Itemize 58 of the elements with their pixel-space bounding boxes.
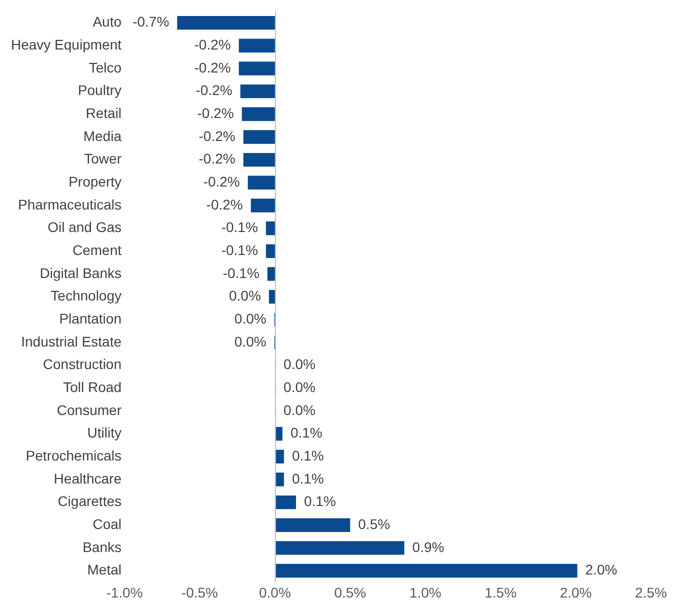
- data-label: 0.1%: [292, 470, 324, 486]
- x-tick-label: 2.0%: [560, 584, 592, 600]
- y-tick-label: Toll Road: [63, 378, 122, 395]
- y-tick-label: Plantation: [59, 310, 122, 326]
- data-label: -0.1%: [221, 242, 258, 258]
- data-label: -0.2%: [197, 105, 234, 122]
- y-tick-label: Metal: [87, 562, 122, 578]
- y-tick-label: Digital Banks: [40, 264, 122, 281]
- y-tick-label: Utility: [87, 424, 122, 441]
- data-label: 0.0%: [284, 402, 316, 418]
- y-tick-label: Banks: [82, 538, 122, 555]
- data-label: 0.1%: [292, 447, 324, 464]
- y-tick-label: Auto: [92, 14, 122, 30]
- y-tick-label: Tower: [84, 150, 122, 167]
- data-label: 0.5%: [358, 516, 390, 532]
- data-label: -0.2%: [203, 174, 240, 190]
- data-label: 0.9%: [412, 538, 444, 555]
- x-tick-label: -0.5%: [181, 584, 218, 600]
- x-tick-label: 1.0%: [409, 584, 442, 600]
- y-tick-label: Industrial Estate: [21, 333, 122, 350]
- y-tick-label: Poultry: [78, 82, 122, 98]
- y-tick-label: Retail: [86, 105, 122, 122]
- y-tick-label: Pharmaceuticals: [18, 196, 122, 212]
- y-tick-label: Oil and Gas: [48, 219, 122, 236]
- y-tick-label: Healthcare: [54, 470, 122, 486]
- x-tick-label: 0.0%: [258, 584, 291, 600]
- data-label: -0.2%: [194, 59, 231, 76]
- data-label: -0.1%: [221, 219, 258, 236]
- data-label: -0.1%: [222, 264, 260, 281]
- data-label: -0.2%: [196, 82, 232, 98]
- data-label: 2.0%: [585, 562, 618, 578]
- y-tick-label: Construction: [42, 356, 122, 372]
- data-label: -0.2%: [198, 150, 236, 167]
- y-tick-label: Cement: [72, 242, 122, 258]
- x-tick-label: 0.5%: [334, 584, 366, 600]
- data-label: -0.2%: [198, 128, 236, 144]
- data-label: 0.1%: [304, 493, 336, 510]
- data-label: 0.0%: [284, 356, 316, 372]
- y-tick-label: Telco: [88, 59, 122, 76]
- x-tick-label: -1.0%: [106, 584, 143, 600]
- y-tick-label: Consumer: [56, 402, 122, 418]
- data-label: -0.2%: [206, 196, 243, 212]
- data-label: -0.2%: [194, 36, 231, 53]
- data-label: 0.0%: [234, 310, 266, 326]
- y-tick-label: Technology: [50, 288, 122, 304]
- y-tick-label: Coal: [92, 516, 122, 532]
- y-tick-label: Property: [68, 174, 122, 190]
- y-tick-label: Cigarettes: [58, 493, 122, 510]
- data-label: 0.0%: [228, 288, 261, 304]
- data-label: 0.0%: [234, 333, 266, 350]
- x-tick-label: 2.5%: [635, 584, 667, 600]
- data-label: 0.0%: [284, 378, 316, 395]
- y-tick-label: Petrochemicals: [26, 447, 122, 464]
- data-label: -0.7%: [132, 14, 170, 30]
- x-tick-label: 1.5%: [484, 584, 517, 600]
- data-label: 0.1%: [290, 424, 322, 441]
- y-tick-label: Heavy Equipment: [10, 36, 122, 53]
- y-tick-label: Media: [83, 128, 122, 144]
